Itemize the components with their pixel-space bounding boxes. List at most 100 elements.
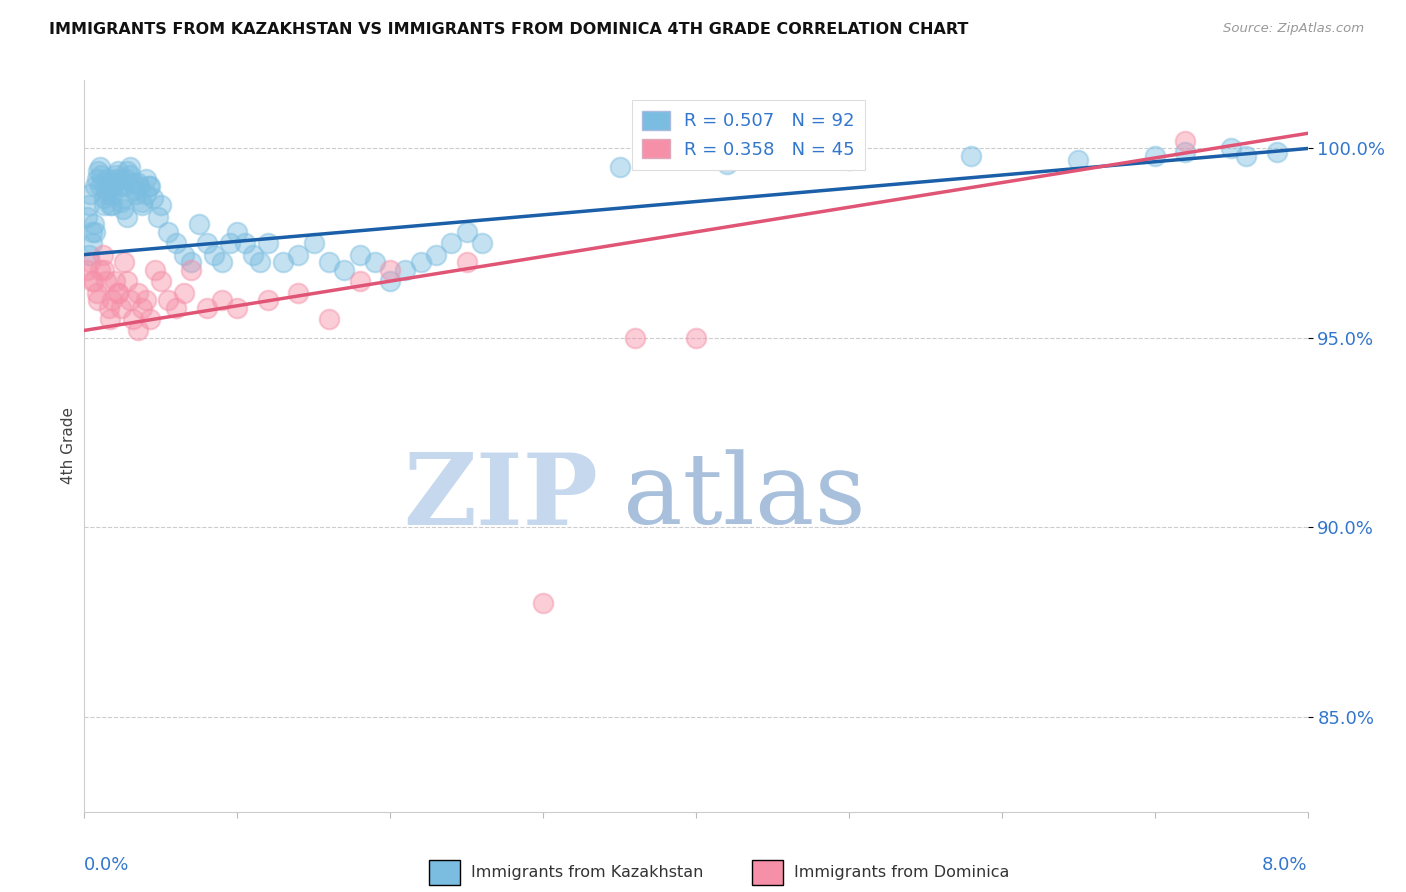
Point <box>838 153 860 167</box>
Y-axis label: 4th Grade: 4th Grade <box>60 408 76 484</box>
Point <box>131 301 153 315</box>
Point <box>202 247 225 261</box>
Point <box>242 247 264 261</box>
Point <box>195 236 218 251</box>
Point <box>111 191 134 205</box>
Point <box>108 171 131 186</box>
Text: atlas: atlas <box>623 450 865 545</box>
Point <box>80 236 103 251</box>
Point <box>302 236 325 251</box>
Point <box>1067 153 1090 167</box>
Point <box>125 186 148 201</box>
Point <box>333 262 356 277</box>
Point <box>79 186 101 201</box>
Point <box>287 247 309 261</box>
Point <box>94 183 117 197</box>
Point <box>98 312 121 326</box>
Point <box>211 293 233 307</box>
Text: Source: ZipAtlas.com: Source: ZipAtlas.com <box>1223 22 1364 36</box>
Point <box>124 183 146 197</box>
Point <box>218 236 240 251</box>
Point <box>90 168 112 182</box>
Point <box>716 156 738 170</box>
Point <box>127 176 149 190</box>
Point <box>380 274 402 288</box>
Point <box>173 247 195 261</box>
Point <box>101 186 124 201</box>
Point <box>173 285 195 300</box>
Point <box>180 255 202 269</box>
Point <box>1174 134 1197 148</box>
Point <box>107 285 129 300</box>
Point <box>456 255 478 269</box>
Point <box>226 225 249 239</box>
Point <box>146 210 169 224</box>
Point <box>149 274 172 288</box>
Point <box>111 202 134 216</box>
Point <box>89 262 111 277</box>
Point <box>107 164 129 178</box>
Point <box>110 194 132 209</box>
Point <box>97 179 120 194</box>
Point <box>89 179 111 194</box>
Point <box>157 293 180 307</box>
Point <box>87 293 110 307</box>
Point <box>471 236 494 251</box>
Text: 8.0%: 8.0% <box>1263 855 1308 873</box>
Point <box>115 210 138 224</box>
Point <box>440 236 463 251</box>
Point <box>257 293 280 307</box>
Point <box>108 179 131 194</box>
Point <box>128 179 150 194</box>
Point <box>364 255 387 269</box>
Point <box>188 217 211 231</box>
Point <box>103 179 125 194</box>
Text: IMMIGRANTS FROM KAZAKHSTAN VS IMMIGRANTS FROM DOMINICA 4TH GRADE CORRELATION CHA: IMMIGRANTS FROM KAZAKHSTAN VS IMMIGRANTS… <box>49 22 969 37</box>
Text: Immigrants from Kazakhstan: Immigrants from Kazakhstan <box>471 865 703 880</box>
Point <box>531 596 554 610</box>
Point <box>96 186 118 201</box>
Point <box>143 262 166 277</box>
Point <box>685 331 707 345</box>
Point <box>609 161 631 175</box>
Point <box>149 198 172 212</box>
Point <box>93 191 115 205</box>
Point <box>87 164 110 178</box>
Point <box>960 149 983 163</box>
Point <box>139 312 162 326</box>
Point <box>104 274 127 288</box>
Point <box>1265 145 1288 160</box>
Point <box>120 293 142 307</box>
Point <box>349 247 371 261</box>
Point <box>84 225 107 239</box>
Point <box>83 274 105 288</box>
Point <box>104 171 127 186</box>
Point <box>195 301 218 315</box>
Point <box>120 168 142 182</box>
Point <box>79 255 101 269</box>
Point <box>101 293 124 307</box>
Text: ZIP: ZIP <box>404 449 598 546</box>
Point <box>135 171 157 186</box>
Point <box>409 255 432 269</box>
Point <box>115 164 138 178</box>
Point <box>211 255 233 269</box>
Point <box>142 191 165 205</box>
Point <box>80 274 103 288</box>
Point <box>83 217 105 231</box>
Point <box>1174 145 1197 160</box>
Point <box>101 198 124 212</box>
Point <box>91 247 114 261</box>
Point <box>131 198 153 212</box>
Point <box>127 323 149 337</box>
Point <box>425 247 447 261</box>
Point <box>1236 149 1258 163</box>
Point <box>318 255 340 269</box>
Point <box>110 301 132 315</box>
Point <box>180 262 202 277</box>
Point <box>89 161 111 175</box>
Point <box>1220 141 1243 155</box>
Point <box>233 236 256 251</box>
Point <box>76 210 98 224</box>
Point <box>165 236 187 251</box>
